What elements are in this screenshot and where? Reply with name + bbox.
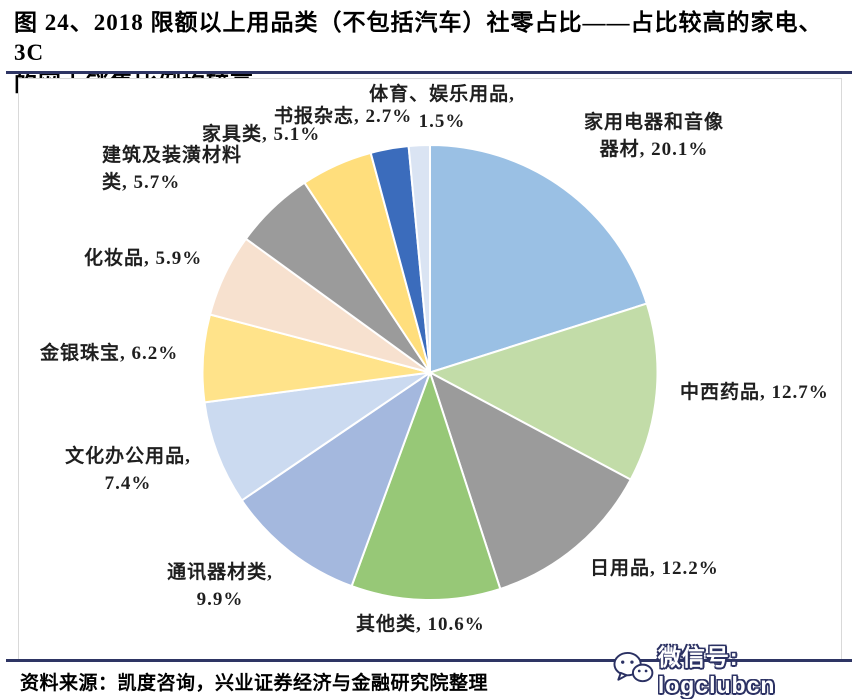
- pie-slice-3: [429, 371, 632, 590]
- pie-label-sports: 体育、娱乐用品, 1.5%: [369, 84, 515, 132]
- pie-label-furniture: 家具类, 5.1%: [202, 124, 321, 145]
- pie-slice-2: [429, 302, 659, 481]
- pie-slice-1: [429, 144, 648, 374]
- bottom-divider-rule: [6, 659, 852, 662]
- wechat-icon: [613, 651, 654, 682]
- pie-label-cosmetics: 化妆品, 5.9%: [84, 248, 203, 269]
- source-note: 资料来源：凯度咨询，兴业证券经济与金融研究院整理: [20, 673, 489, 694]
- pie-label-telecom: 通讯器材类, 9.9%: [167, 562, 273, 610]
- pie-slice-6: [203, 371, 431, 502]
- pie-label-daily-goods: 日用品, 12.2%: [590, 558, 719, 579]
- title-divider-rule: [6, 71, 852, 74]
- pie-label-jewelry: 金银珠宝, 6.2%: [40, 343, 179, 364]
- pie-chart: [201, 143, 659, 602]
- watermark: 微信号: logclubcn: [612, 638, 858, 699]
- pie-label-books: 书报杂志, 2.7%: [274, 106, 413, 127]
- pie-label-building-materials: 建筑及装潢材料 类, 5.7%: [102, 145, 243, 193]
- pie-label-others: 其他类, 10.6%: [356, 614, 485, 635]
- watermark-text: 微信号: logclubcn: [657, 644, 776, 698]
- pie-slice-12: [407, 143, 431, 374]
- pie-label-medicine: 中西药品, 12.7%: [680, 382, 829, 403]
- pie-slice-5: [240, 371, 431, 588]
- pie-slice-4: [350, 371, 502, 602]
- pie-label-culture-office: 文化办公用品, 7.4%: [65, 446, 191, 494]
- pie-label-home-appliances: 家用电器和音像 器材, 20.1%: [583, 112, 724, 160]
